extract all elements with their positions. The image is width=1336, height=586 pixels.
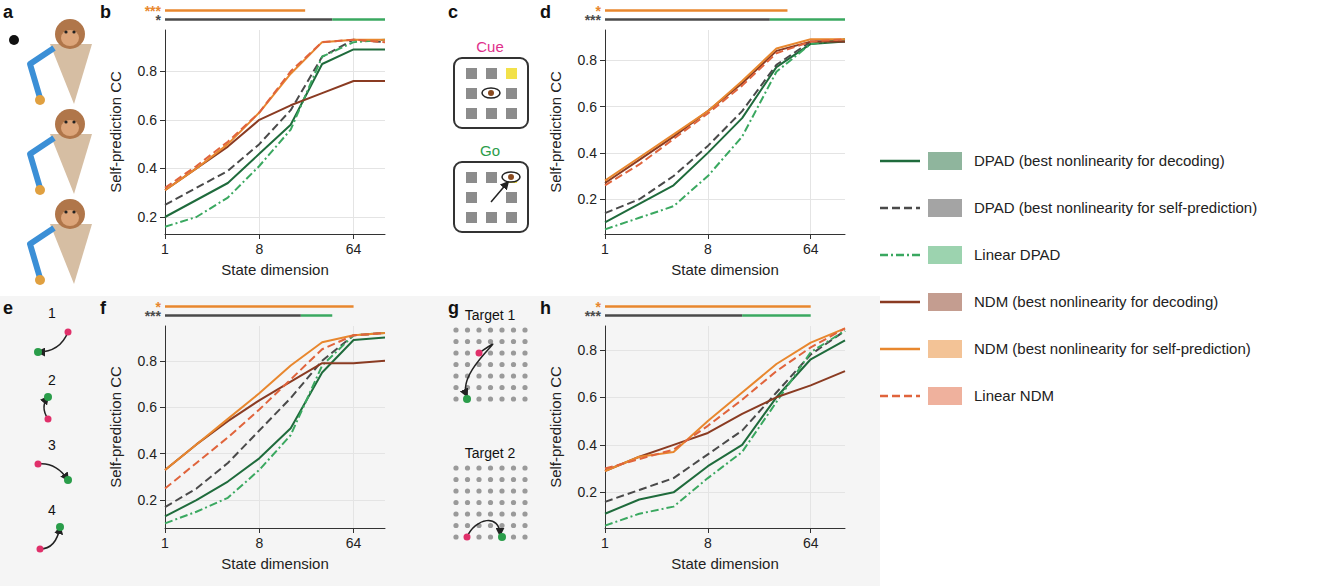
svg-text:4: 4 [48, 502, 56, 518]
html-text:DPAD (best nonlinearity for de: DPAD (best nonlinearity for decoding) [974, 152, 1225, 169]
svg-text:0.6: 0.6 [578, 99, 598, 115]
svg-text:Self-prediction CC: Self-prediction CC [107, 71, 124, 193]
svg-text:8: 8 [704, 535, 712, 551]
svg-text:Go: Go [480, 142, 500, 159]
html-text:Linear NDM: Linear NDM [974, 387, 1054, 404]
svg-text:0.2: 0.2 [578, 191, 598, 207]
svg-text:0.2: 0.2 [138, 492, 158, 508]
svg-text:0.4: 0.4 [578, 437, 598, 453]
svg-text:State dimension: State dimension [221, 555, 329, 572]
svg-text:0.4: 0.4 [138, 446, 158, 462]
svg-text:0.8: 0.8 [138, 353, 158, 369]
svg-text:8: 8 [255, 535, 263, 551]
html-text:h: h [540, 298, 551, 318]
svg-text:0.4: 0.4 [578, 145, 598, 161]
svg-text:0.2: 0.2 [578, 484, 598, 500]
html-text:g: g [448, 298, 459, 318]
svg-text:*: * [156, 12, 162, 28]
svg-text:Self-prediction CC: Self-prediction CC [547, 366, 564, 488]
svg-text:0.8: 0.8 [578, 342, 598, 358]
html-text:Linear DPAD: Linear DPAD [974, 246, 1061, 263]
svg-text:0.2: 0.2 [138, 209, 158, 225]
html-text:d: d [540, 2, 551, 22]
svg-text:Self-prediction CC: Self-prediction CC [107, 366, 124, 488]
svg-text:0.6: 0.6 [138, 399, 158, 415]
html-text:e: e [3, 298, 13, 318]
svg-text:1: 1 [601, 241, 609, 257]
svg-text:***: *** [585, 308, 602, 324]
svg-text:State dimension: State dimension [671, 555, 779, 572]
svg-text:Target 2: Target 2 [465, 445, 516, 461]
svg-text:0.4: 0.4 [138, 160, 158, 176]
svg-text:State dimension: State dimension [671, 261, 779, 278]
svg-text:8: 8 [704, 241, 712, 257]
html-text:f: f [100, 298, 106, 318]
svg-text:64: 64 [803, 241, 819, 257]
svg-text:8: 8 [255, 241, 263, 257]
html-text:NDM (best nonlinearity for dec: NDM (best nonlinearity for decoding) [974, 293, 1219, 310]
svg-text:1: 1 [161, 535, 169, 551]
svg-text:1: 1 [161, 241, 169, 257]
svg-text:Target 1: Target 1 [465, 307, 516, 323]
svg-text:2: 2 [48, 372, 56, 388]
svg-text:0.8: 0.8 [578, 52, 598, 68]
html-text:NDM (best nonlinearity for sel: NDM (best nonlinearity for self-predicti… [974, 340, 1251, 357]
svg-text:1: 1 [48, 305, 56, 321]
svg-text:0.6: 0.6 [138, 112, 158, 128]
html-text:b: b [100, 2, 111, 22]
svg-text:***: *** [585, 12, 602, 28]
html-text:DPAD (best nonlinearity for se: DPAD (best nonlinearity for self-predict… [974, 199, 1258, 216]
svg-text:3: 3 [48, 437, 56, 453]
svg-text:***: *** [145, 308, 162, 324]
svg-text:State dimension: State dimension [221, 261, 329, 278]
svg-text:Self-prediction CC: Self-prediction CC [547, 71, 564, 193]
svg-text:64: 64 [803, 535, 819, 551]
html-text:c: c [448, 2, 458, 22]
svg-text:0.6: 0.6 [578, 389, 598, 405]
svg-text:Cue: Cue [476, 38, 504, 55]
svg-text:64: 64 [346, 535, 362, 551]
svg-text:64: 64 [346, 241, 362, 257]
html-text:a: a [3, 2, 13, 22]
svg-text:0.8: 0.8 [138, 63, 158, 79]
svg-text:1: 1 [601, 535, 609, 551]
